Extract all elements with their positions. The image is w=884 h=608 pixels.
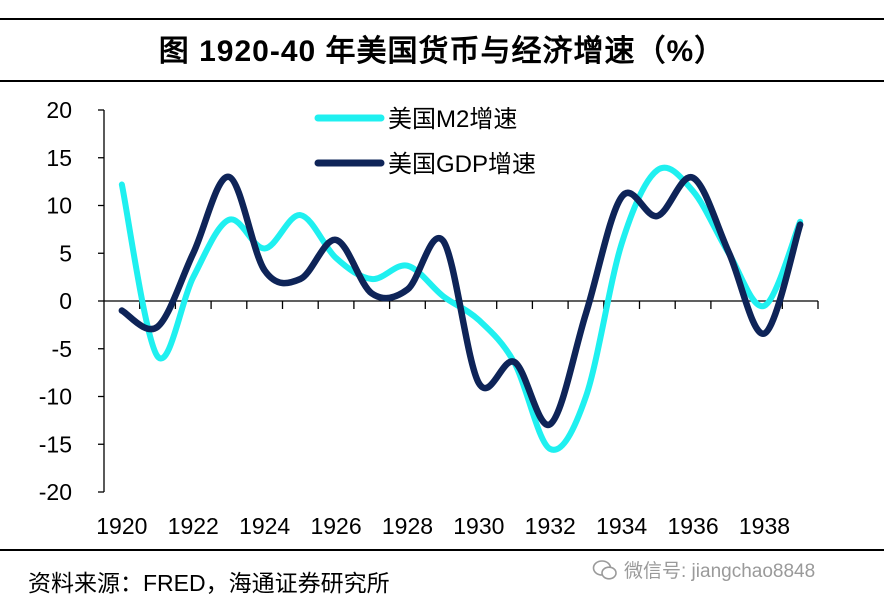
x-tick-label: 1936 [667,513,718,539]
x-tick-label: 1920 [96,513,147,539]
y-tick-label: -5 [52,336,72,362]
legend-label: 美国M2增速 [388,106,517,133]
y-tick-label: -20 [39,479,72,505]
watermark: 微信号: jiangchao8848 [592,556,815,583]
x-tick-label: 1934 [596,513,647,539]
legend-label: 美国GDP增速 [388,151,536,178]
x-tick-label: 1928 [382,513,433,539]
x-tick-label: 1924 [239,513,290,539]
wechat-icon [592,559,617,580]
source-rule [0,549,884,551]
x-tick-label: 1938 [739,513,790,539]
x-tick-label: 1930 [453,513,504,539]
title-bottom-rule [0,80,884,82]
y-tick-label: 5 [59,240,72,266]
y-tick-label: -10 [39,384,72,410]
x-tick-label: 1926 [310,513,361,539]
source-note: 资料来源：FRED，海通证券研究所 [28,570,390,596]
y-tick-label: 15 [46,145,72,171]
chart-title: 图 1920-40 年美国货币与经济增速（%） [158,35,726,68]
watermark-text: 微信号: jiangchao8848 [624,561,816,582]
x-tick-label: 1932 [525,513,576,539]
line-chart: 20 15 10 5 0 -5 -10 -15 -20 1920 1922 1924 1926 1928 1… [39,97,819,539]
y-tick-label: 0 [59,288,72,314]
y-tick-label: 10 [46,193,72,219]
series-line-gdp [118,173,804,428]
title-top-rule [0,18,884,20]
series-line-m2 [118,164,804,453]
y-tick-label: -15 [39,431,72,457]
x-tick-label: 1922 [168,513,219,539]
y-tick-label: 20 [46,97,72,123]
